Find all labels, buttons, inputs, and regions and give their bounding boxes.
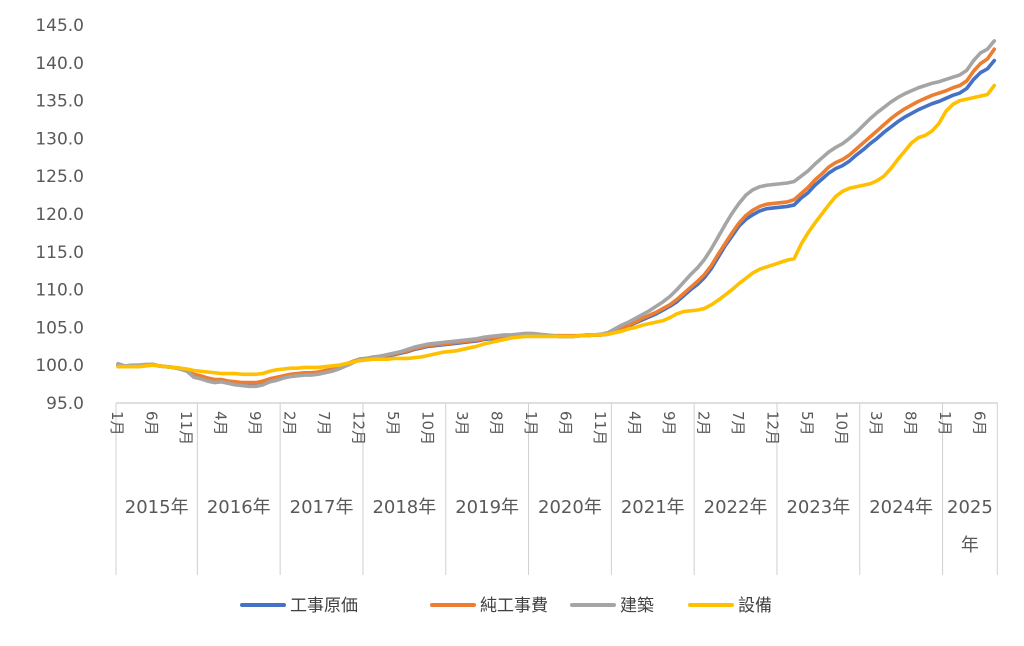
month-tick-label: 9月	[660, 411, 678, 436]
year-label: 2023年	[786, 497, 850, 518]
y-tick-label: 95.0	[46, 394, 84, 414]
y-tick-label: 135.0	[35, 92, 84, 112]
y-tick-label: 130.0	[35, 129, 84, 149]
month-tick-label: 10月	[419, 411, 437, 445]
month-tick-label: 8月	[488, 411, 506, 436]
month-tick-label: 4月	[626, 411, 644, 436]
year-label: 2016年	[207, 497, 271, 518]
month-tick-label: 11月	[591, 411, 609, 445]
month-tick-label: 10月	[833, 411, 851, 445]
month-tick-label: 1月	[108, 411, 126, 436]
y-tick-label: 125.0	[35, 167, 84, 187]
month-tick-label: 6月	[143, 411, 161, 436]
year-label: 2022年	[704, 497, 768, 518]
month-tick-label: 2月	[281, 411, 299, 436]
y-axis: 95.0 100.0 105.0 110.0 115.0 120.0 125.0 130.0 1…	[35, 16, 84, 414]
month-tick-label: 12月	[764, 411, 782, 445]
month-tick-label: 1月	[936, 411, 954, 436]
year-label: 2017年	[290, 497, 354, 518]
series-lines	[116, 39, 997, 389]
month-tick-label: 3月	[453, 411, 471, 436]
y-tick-label: 145.0	[35, 16, 84, 36]
y-tick-label: 115.0	[35, 243, 84, 263]
month-tick-label: 6月	[971, 411, 989, 436]
year-label: 2020年	[538, 497, 602, 518]
month-tick-label: 2月	[695, 411, 713, 436]
y-tick-label: 110.0	[35, 281, 84, 301]
month-tick-label: 9月	[246, 411, 264, 436]
month-tick-label: 8月	[902, 411, 920, 436]
month-tick-label: 6月	[557, 411, 575, 436]
month-tick-label: 3月	[867, 411, 885, 436]
month-tick-label: 5月	[798, 411, 816, 436]
series-line-4	[116, 83, 997, 377]
legend-label: 設備	[738, 596, 772, 616]
year-label: 2018年	[372, 497, 436, 518]
y-tick-label: 140.0	[35, 54, 84, 74]
month-tick-label: 12月	[350, 411, 368, 445]
month-tick-label: 1月	[522, 411, 540, 436]
series-line-2	[116, 47, 997, 385]
month-tick-label: 5月	[384, 411, 402, 436]
legend-label: 建築	[620, 596, 654, 616]
month-tick-label: 11月	[177, 411, 195, 445]
y-tick-label: 100.0	[35, 356, 84, 376]
year-label: 2024年	[869, 497, 933, 518]
year-label: 2019年	[455, 497, 519, 518]
legend-label: 純工事費	[480, 596, 548, 616]
year-label: 2025 年	[947, 497, 993, 556]
year-label: 2015年	[125, 497, 189, 518]
legend: 工事原価 純工事費 建築 設備	[240, 596, 772, 616]
year-label: 2021年	[621, 497, 685, 518]
x-axis: 2015年 2016年 2017年 2018年 2019年 2020年 2021年 2022年…	[108, 402, 998, 575]
series-line-3	[116, 39, 997, 389]
month-tick-label: 7月	[315, 411, 333, 436]
month-tick-label: 7月	[729, 411, 747, 436]
legend-label: 工事原価	[290, 596, 358, 616]
y-tick-label: 105.0	[35, 318, 84, 338]
month-tick-label: 4月	[212, 411, 230, 436]
y-tick-label: 120.0	[35, 205, 84, 225]
